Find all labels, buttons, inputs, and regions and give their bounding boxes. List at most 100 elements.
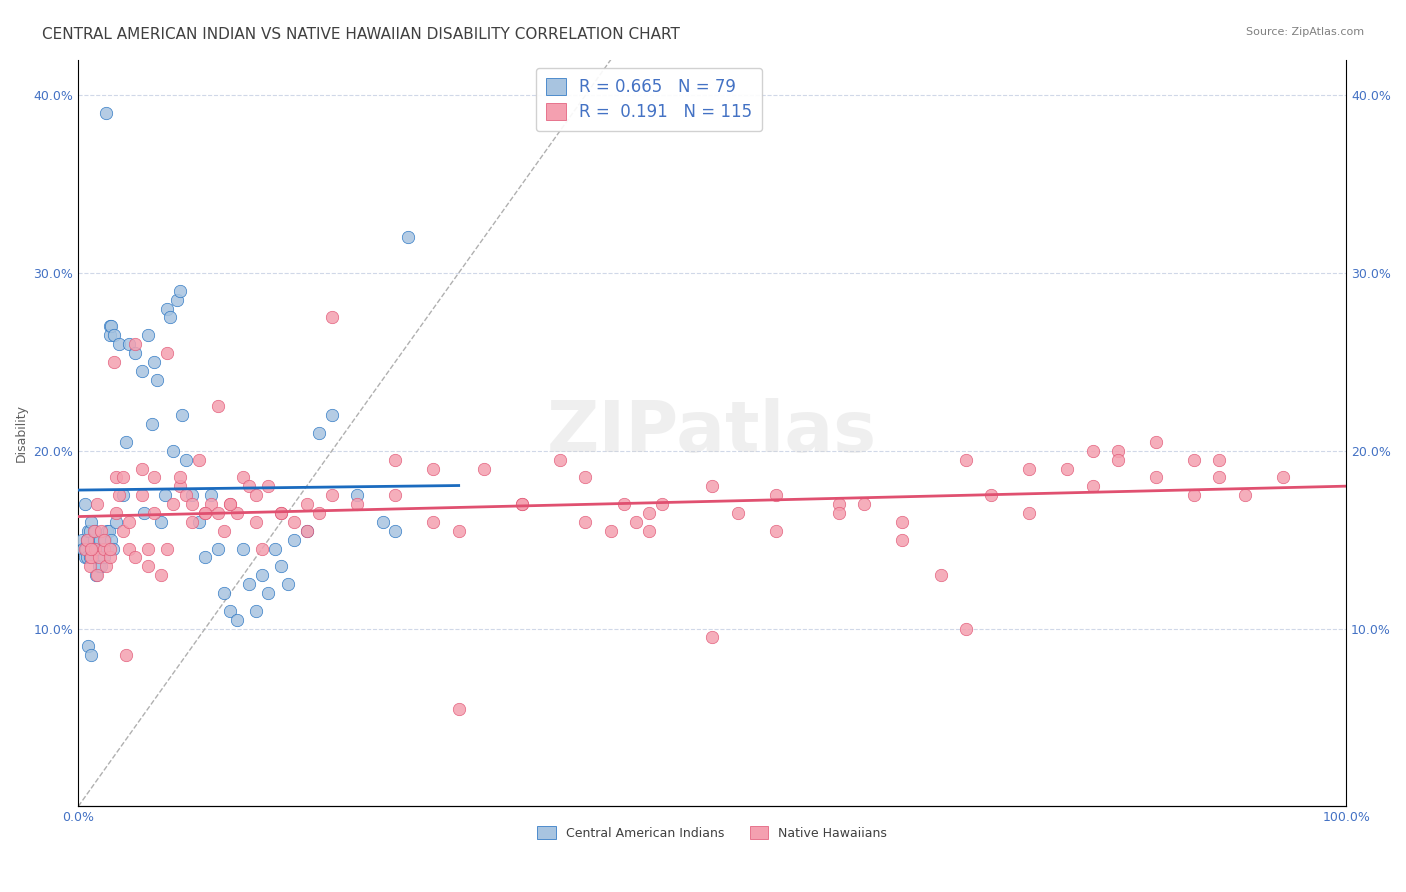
- Point: [245, 488, 267, 502]
- Point: [1081, 443, 1104, 458]
- Point: [181, 497, 204, 511]
- Point: [76, 550, 98, 565]
- Point: [321, 488, 343, 502]
- Text: CENTRAL AMERICAN INDIAN VS NATIVE HAWAIIAN DISABILITY CORRELATION CHART: CENTRAL AMERICAN INDIAN VS NATIVE HAWAII…: [42, 27, 681, 42]
- Point: [422, 461, 444, 475]
- Point: [225, 613, 247, 627]
- Point: [321, 310, 343, 325]
- Point: [105, 515, 128, 529]
- Point: [100, 319, 122, 334]
- Point: [124, 337, 146, 351]
- Point: [90, 524, 112, 538]
- Point: [181, 515, 204, 529]
- Point: [124, 346, 146, 360]
- Point: [257, 479, 280, 493]
- Point: [80, 648, 103, 663]
- Point: [1018, 506, 1040, 520]
- Point: [1271, 470, 1294, 484]
- Point: [134, 506, 156, 520]
- Point: [510, 497, 533, 511]
- Point: [207, 400, 229, 414]
- Y-axis label: Disability: Disability: [15, 404, 28, 462]
- Point: [101, 541, 124, 556]
- Point: [828, 506, 851, 520]
- Point: [96, 541, 118, 556]
- Point: [276, 577, 298, 591]
- Point: [955, 452, 977, 467]
- Point: [1208, 452, 1230, 467]
- Point: [83, 524, 105, 538]
- Point: [219, 604, 242, 618]
- Point: [308, 425, 330, 440]
- Point: [93, 541, 115, 556]
- Point: [194, 506, 217, 520]
- Point: [118, 541, 141, 556]
- Point: [79, 550, 101, 565]
- Point: [1144, 434, 1167, 449]
- Point: [574, 470, 596, 484]
- Point: [83, 541, 105, 556]
- Point: [200, 497, 222, 511]
- Point: [1018, 461, 1040, 475]
- Point: [263, 541, 285, 556]
- Point: [156, 346, 179, 360]
- Point: [118, 337, 141, 351]
- Point: [86, 497, 108, 511]
- Point: [270, 506, 292, 520]
- Point: [96, 559, 118, 574]
- Point: [156, 301, 179, 316]
- Point: [638, 524, 661, 538]
- Point: [86, 541, 108, 556]
- Point: [98, 541, 121, 556]
- Point: [87, 550, 110, 565]
- Point: [73, 541, 96, 556]
- Point: [212, 524, 235, 538]
- Point: [103, 355, 125, 369]
- Point: [853, 497, 876, 511]
- Point: [765, 524, 787, 538]
- Point: [169, 284, 191, 298]
- Point: [79, 524, 101, 538]
- Point: [270, 506, 292, 520]
- Point: [153, 488, 176, 502]
- Point: [257, 586, 280, 600]
- Point: [159, 310, 181, 325]
- Point: [929, 568, 952, 582]
- Point: [396, 230, 419, 244]
- Point: [98, 550, 121, 565]
- Point: [1056, 461, 1078, 475]
- Point: [87, 559, 110, 574]
- Point: [624, 515, 647, 529]
- Point: [86, 568, 108, 582]
- Point: [245, 515, 267, 529]
- Point: [828, 497, 851, 511]
- Point: [80, 515, 103, 529]
- Legend: Central American Indians, Native Hawaiians: Central American Indians, Native Hawaiia…: [533, 822, 893, 845]
- Point: [136, 559, 159, 574]
- Point: [162, 497, 184, 511]
- Point: [169, 470, 191, 484]
- Point: [295, 497, 318, 511]
- Point: [283, 515, 305, 529]
- Point: [98, 328, 121, 343]
- Point: [77, 524, 100, 538]
- Point: [143, 506, 166, 520]
- Point: [1182, 488, 1205, 502]
- Point: [146, 373, 169, 387]
- Point: [1144, 470, 1167, 484]
- Point: [245, 604, 267, 618]
- Point: [727, 506, 749, 520]
- Point: [174, 488, 197, 502]
- Point: [1208, 470, 1230, 484]
- Point: [149, 515, 172, 529]
- Point: [194, 550, 217, 565]
- Point: [270, 559, 292, 574]
- Point: [651, 497, 673, 511]
- Point: [143, 355, 166, 369]
- Point: [1107, 443, 1129, 458]
- Point: [599, 524, 621, 538]
- Point: [472, 461, 495, 475]
- Point: [111, 524, 134, 538]
- Point: [371, 515, 394, 529]
- Point: [422, 515, 444, 529]
